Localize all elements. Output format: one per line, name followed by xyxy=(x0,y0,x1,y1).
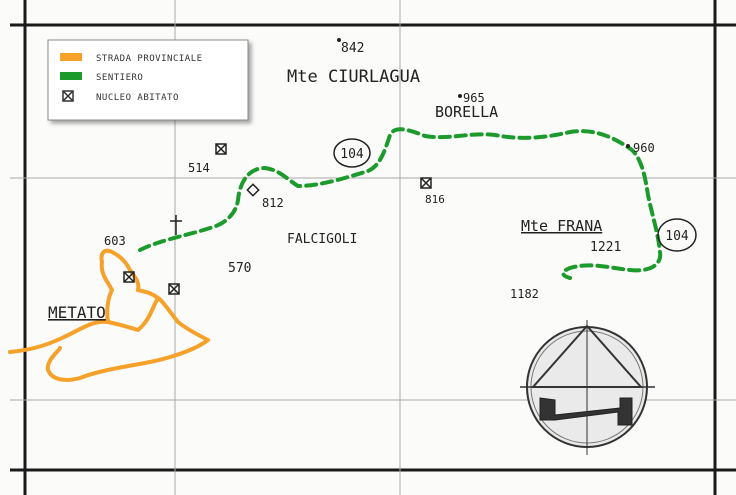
legend-village-label: NUCLEO ABITATO xyxy=(96,93,179,103)
legend-trail-label: SENTIERO xyxy=(96,73,143,83)
legend-road-label: STRADA PROVINCIALE xyxy=(96,54,203,64)
elevation-812: 812 xyxy=(262,196,284,210)
legend-road-swatch xyxy=(60,53,82,61)
church-cross-icon xyxy=(170,215,182,235)
peak-dot-icon xyxy=(337,38,341,42)
village-square-icon xyxy=(168,283,180,295)
trail-number-badge: 104 xyxy=(657,218,697,252)
village-square-icon xyxy=(62,90,74,102)
legend-trail-swatch xyxy=(60,72,82,80)
compass-rose-icon xyxy=(520,320,655,455)
elevation-965: 965 xyxy=(463,91,485,105)
place-borella: BORELLA xyxy=(435,103,498,121)
map-grid xyxy=(10,0,736,495)
elevation-514: 514 xyxy=(188,161,210,175)
place-frana: Mte FRANA xyxy=(521,217,602,235)
village-square-icon xyxy=(215,143,227,155)
village-square-icon xyxy=(246,183,260,197)
trail-number-b: 104 xyxy=(665,229,689,244)
elevation-1221: 1221 xyxy=(590,240,621,255)
elevation-960: 960 xyxy=(633,141,655,155)
peak-dot-icon xyxy=(458,94,462,98)
trail-number-a: 104 xyxy=(340,147,364,162)
legend: STRADA PROVINCIALE SENTIERO NUCLEO ABITA… xyxy=(47,39,249,121)
trail-number-badge: 104 xyxy=(333,138,371,168)
elevation-570: 570 xyxy=(228,261,251,276)
village-square-icon xyxy=(123,271,135,283)
peak-dot-icon xyxy=(626,144,630,148)
place-falcigoli: FALCIGOLI xyxy=(287,232,357,247)
village-square-icon xyxy=(420,177,432,189)
place-ciurlagua: Mte CIURLAGUA xyxy=(287,67,420,87)
elevation-1182: 1182 xyxy=(510,287,539,301)
place-metato: METATO xyxy=(48,303,106,322)
elevation-603: 603 xyxy=(104,234,126,248)
elevation-816: 816 xyxy=(425,193,445,206)
hiking-trail xyxy=(138,127,663,280)
elevation-842: 842 xyxy=(341,41,364,56)
provincial-road xyxy=(8,248,210,382)
